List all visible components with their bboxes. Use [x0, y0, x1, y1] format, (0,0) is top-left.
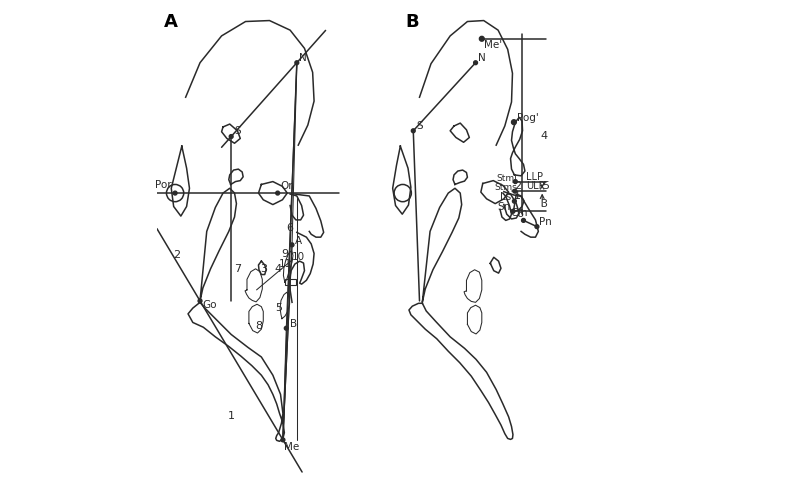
- Text: Sn: Sn: [498, 202, 511, 212]
- Text: 7: 7: [234, 264, 241, 274]
- Text: Me: Me: [284, 442, 299, 453]
- Text: 2: 2: [174, 250, 181, 260]
- Text: A: A: [164, 13, 178, 31]
- Text: Por: Por: [155, 180, 171, 190]
- Circle shape: [290, 243, 294, 247]
- Text: ULP: ULP: [526, 181, 545, 191]
- Circle shape: [513, 189, 517, 193]
- Circle shape: [511, 209, 515, 213]
- Circle shape: [285, 326, 288, 330]
- Text: Stms: Stms: [495, 183, 518, 192]
- Circle shape: [198, 299, 202, 303]
- Bar: [285, 279, 296, 285]
- Circle shape: [535, 225, 538, 228]
- Text: 8: 8: [255, 321, 262, 331]
- Text: Go: Go: [202, 300, 217, 310]
- Text: Stmi: Stmi: [496, 174, 517, 183]
- Text: S: S: [416, 121, 423, 131]
- Text: 6: 6: [516, 209, 523, 219]
- Text: 4: 4: [541, 131, 548, 141]
- Text: LLP: LLP: [526, 172, 543, 182]
- Text: 1: 1: [514, 191, 521, 201]
- Text: Pn: Pn: [539, 217, 552, 227]
- Circle shape: [295, 61, 299, 65]
- Circle shape: [412, 129, 416, 133]
- Text: Pog': Pog': [517, 113, 538, 123]
- Text: 11: 11: [279, 259, 293, 269]
- Circle shape: [511, 120, 516, 124]
- Text: 3: 3: [541, 199, 548, 209]
- Circle shape: [229, 134, 233, 138]
- Circle shape: [281, 438, 285, 442]
- Circle shape: [480, 36, 485, 41]
- Text: Ls: Ls: [500, 192, 511, 202]
- Text: 3: 3: [260, 264, 266, 274]
- Text: N: N: [478, 53, 486, 63]
- Text: 10: 10: [292, 252, 305, 262]
- Text: Cm: Cm: [510, 208, 527, 217]
- Text: B: B: [405, 13, 419, 31]
- Circle shape: [512, 200, 516, 203]
- Circle shape: [173, 191, 177, 195]
- Text: 5: 5: [276, 303, 282, 313]
- Text: 1: 1: [228, 411, 235, 421]
- Text: Or: Or: [280, 181, 293, 191]
- Text: A: A: [295, 236, 302, 246]
- Text: 6: 6: [286, 223, 293, 233]
- Text: S: S: [235, 126, 241, 136]
- Text: Me': Me': [484, 40, 502, 50]
- Circle shape: [522, 218, 526, 222]
- Circle shape: [473, 61, 477, 65]
- Text: B: B: [289, 319, 297, 329]
- Text: 5: 5: [542, 181, 550, 191]
- Circle shape: [276, 191, 280, 195]
- Text: 2: 2: [514, 181, 521, 191]
- Text: 9: 9: [282, 249, 289, 259]
- Text: 4: 4: [274, 264, 282, 274]
- Text: N: N: [299, 53, 306, 63]
- Circle shape: [513, 180, 517, 184]
